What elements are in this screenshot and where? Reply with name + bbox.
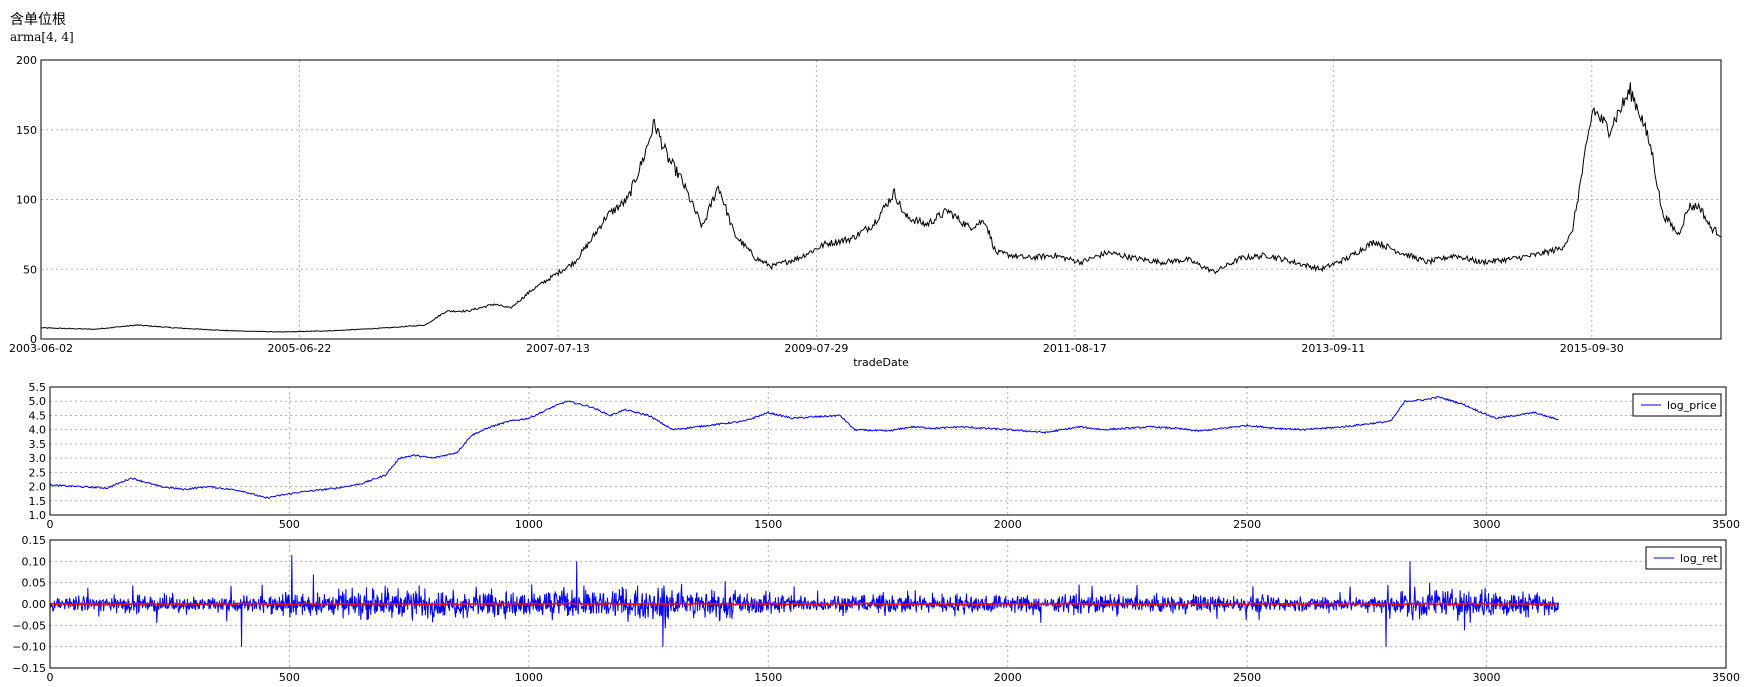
y-tick-label: 4.5 (29, 409, 47, 422)
y-tick-label: 200 (16, 54, 37, 67)
x-tick-label: 3000 (1473, 518, 1501, 531)
x-tick-label: 1500 (754, 671, 782, 684)
y-tick-label: −0.10 (12, 641, 46, 654)
x-tick-label: 1500 (754, 518, 782, 531)
y-tick-label: 0.10 (22, 555, 47, 568)
x-tick-label: 2007-07-13 (526, 342, 590, 355)
y-tick-label: 0.05 (22, 577, 47, 590)
x-tick-label: 500 (279, 671, 300, 684)
x-tick-label: 2015-09-30 (1560, 342, 1624, 355)
x-tick-label: 2000 (994, 518, 1022, 531)
chart-title: 含单位根 (10, 12, 66, 28)
log-ret-line (49, 554, 1559, 647)
x-tick-label: 2013-09-11 (1301, 342, 1365, 355)
y-tick-label: 0.00 (22, 598, 47, 611)
chart-subtitle: arma[4, 4] (10, 30, 74, 44)
y-tick-label: 50 (23, 263, 37, 276)
price-line (40, 82, 1722, 333)
y-tick-label: 5.0 (29, 395, 47, 408)
y-tick-label: 2.0 (29, 481, 47, 494)
x-tick-label: 2005-06-22 (267, 342, 331, 355)
legend-box (1645, 546, 1722, 570)
x-tick-label: 500 (279, 518, 300, 531)
x-tick-label: 1000 (515, 518, 543, 531)
x-axis-label: tradeDate (853, 356, 909, 369)
x-tick-label: 2000 (994, 671, 1022, 684)
y-tick-label: 1.0 (29, 509, 47, 522)
x-tick-label: 3500 (1712, 671, 1740, 684)
legend-label: log_ret (1680, 552, 1718, 565)
y-tick-label: 5.5 (29, 381, 47, 394)
x-tick-label: 0 (47, 671, 54, 684)
fitted-line (49, 602, 1558, 606)
y-tick-label: 3.5 (29, 438, 47, 451)
y-tick-label: 3.0 (29, 452, 47, 465)
x-tick-label: 2500 (1233, 518, 1261, 531)
price-plot-frame (40, 59, 1722, 340)
y-tick-label: 2.5 (29, 466, 47, 479)
y-tick-label: −0.15 (12, 662, 46, 675)
x-tick-label: 2009-07-29 (784, 342, 848, 355)
x-tick-label: 2500 (1233, 671, 1261, 684)
x-tick-label: 3000 (1473, 671, 1501, 684)
x-tick-label: 2003-06-02 (9, 342, 73, 355)
y-tick-label: 0 (30, 333, 37, 346)
x-tick-label: 0 (47, 518, 54, 531)
y-tick-label: 1.5 (29, 495, 47, 508)
y-tick-label: 150 (16, 124, 37, 137)
x-tick-label: 2011-08-17 (1043, 342, 1107, 355)
log-ret-plot-frame (49, 539, 1727, 669)
y-tick-label: 0.15 (22, 534, 47, 547)
y-tick-label: −0.05 (12, 619, 46, 632)
legend-box (1632, 393, 1722, 417)
y-tick-label: 4.0 (29, 424, 47, 437)
x-tick-label: 3500 (1712, 518, 1740, 531)
log-price-plot-frame (49, 386, 1727, 516)
y-tick-label: 100 (16, 194, 37, 207)
legend-label: log_price (1667, 399, 1717, 412)
x-tick-label: 1000 (515, 671, 543, 684)
log-price-line (49, 396, 1559, 500)
